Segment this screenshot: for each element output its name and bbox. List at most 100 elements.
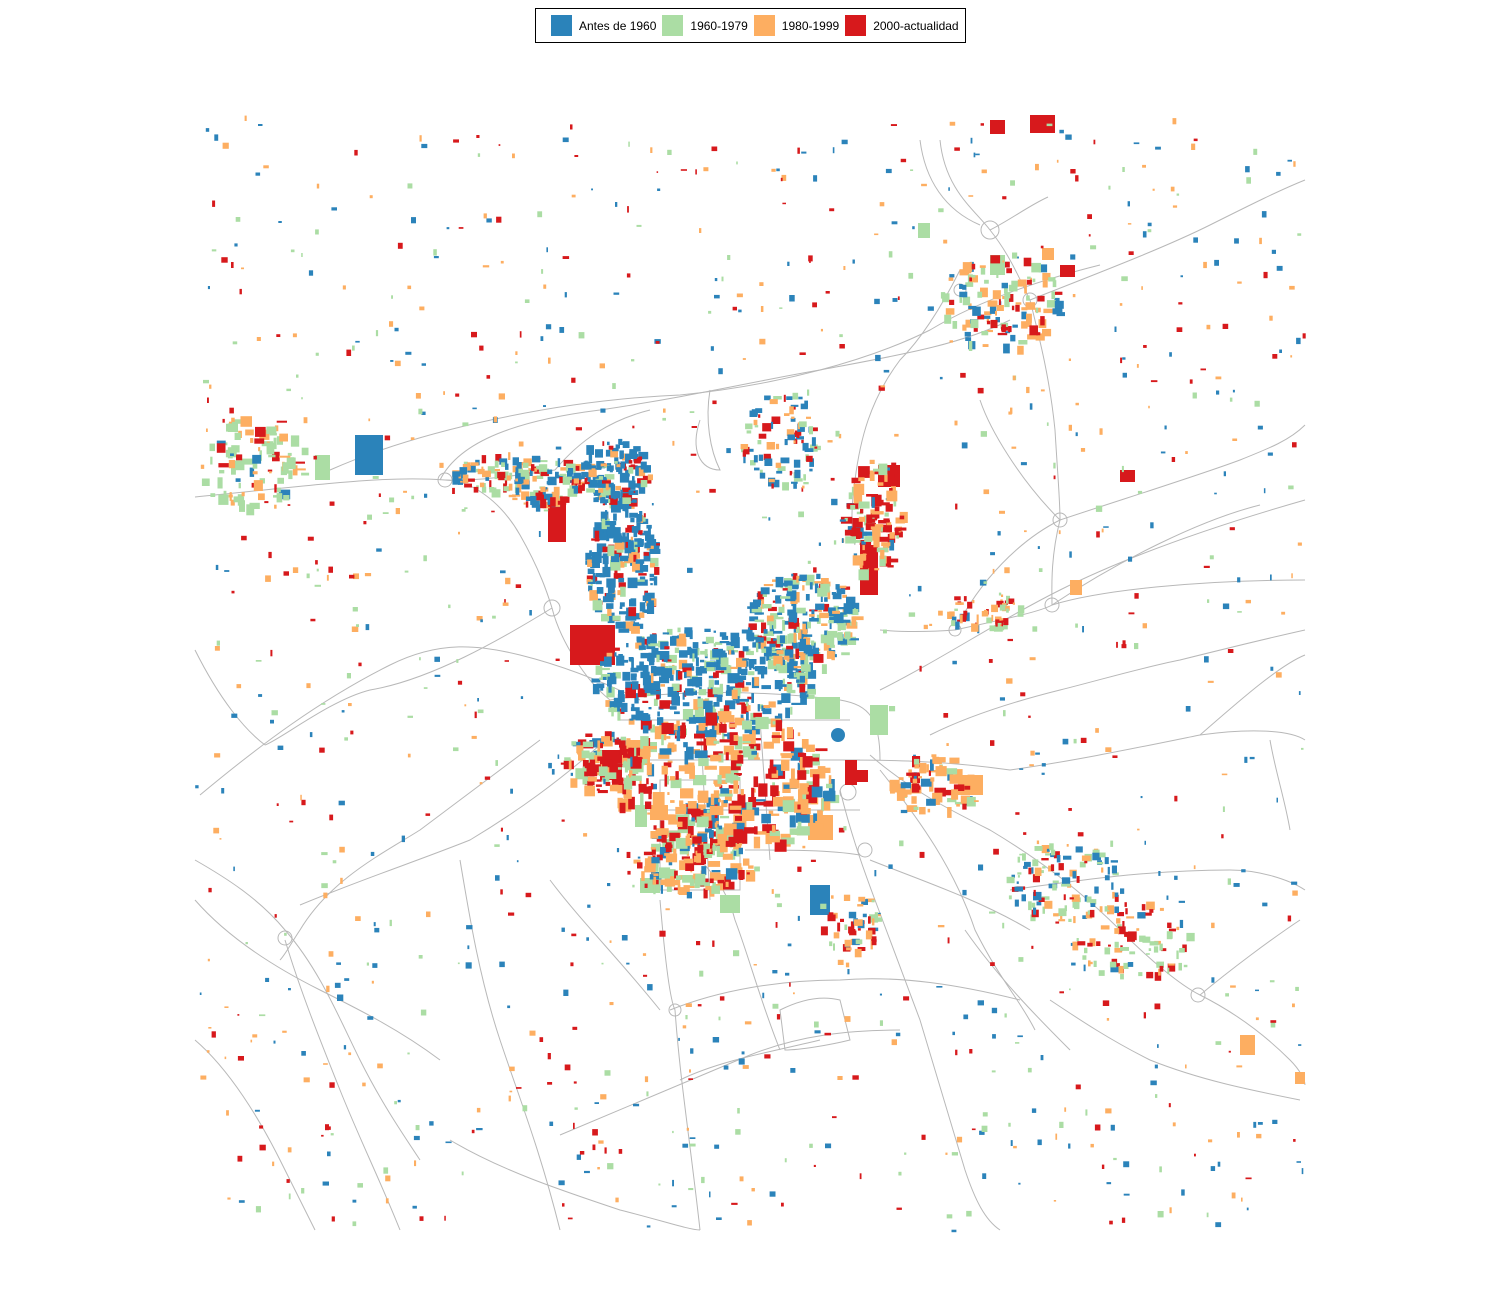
building-pre1960 (397, 1099, 401, 1103)
building-2000-present (857, 928, 861, 931)
building-pre1960 (516, 462, 522, 470)
building-2000-present (702, 755, 715, 758)
building-2000-present (592, 1144, 596, 1151)
building-1980-1999 (543, 284, 547, 289)
building-pre1960 (610, 527, 621, 538)
building-2000-present (307, 536, 314, 541)
building-pre1960 (619, 602, 625, 607)
building-1960-1979 (718, 1016, 721, 1021)
building-1980-1999 (1126, 916, 1135, 919)
building-pre1960 (1114, 906, 1119, 913)
building-pre1960 (619, 555, 629, 562)
building-2000-present (688, 1078, 693, 1080)
building-1980-1999 (258, 493, 265, 501)
building-1960-1979 (562, 476, 570, 485)
building-2000-present (719, 739, 733, 743)
building-1980-1999 (589, 590, 598, 601)
building-pre1960 (952, 660, 957, 665)
building-1980-1999 (279, 433, 288, 442)
building-1960-1979 (968, 341, 973, 351)
building-2000-present (268, 551, 272, 559)
building-pre1960 (668, 729, 680, 736)
building-2000-present (680, 169, 687, 171)
building-2000-present (690, 453, 697, 456)
building-1980-1999 (956, 1136, 963, 1143)
building-pre1960 (607, 441, 610, 446)
building-2000-present (221, 257, 228, 263)
building-pre1960 (642, 595, 652, 601)
building-1980-1999 (512, 153, 515, 159)
building-pre1960 (1083, 964, 1086, 972)
building-1960-1979 (844, 924, 848, 930)
building-1960-1979 (772, 721, 776, 725)
building-pre1960 (790, 747, 803, 761)
building-2000-present (471, 331, 477, 338)
building-1980-1999 (502, 602, 509, 606)
building-1980-1999 (1211, 922, 1215, 929)
building-1980-1999 (949, 121, 956, 126)
building-1980-1999 (730, 863, 742, 872)
building-2000-present (270, 649, 273, 657)
building-2000-present (1040, 316, 1045, 326)
building-pre1960 (606, 593, 613, 598)
building-pre1960 (948, 187, 950, 191)
building-2000-present (637, 546, 640, 553)
building-2000-present (765, 773, 772, 779)
building-1980-1999 (679, 860, 687, 871)
building-1980-1999 (799, 783, 809, 795)
building-pre1960 (587, 581, 596, 584)
building-2000-present (619, 745, 628, 755)
building-pre1960 (620, 461, 626, 469)
building-1980-1999 (214, 646, 220, 651)
building-1960-1979 (708, 679, 714, 688)
building-2000-present (255, 426, 266, 437)
building-2000-present (591, 538, 600, 541)
building-pre1960 (1103, 526, 1109, 528)
building-1980-1999 (512, 497, 518, 501)
building-1960-1979 (604, 772, 617, 779)
building-pre1960 (713, 694, 723, 697)
building-pre1960 (650, 691, 656, 695)
building-1960-1979 (870, 705, 888, 735)
building-2000-present (713, 751, 723, 757)
building-1960-1979 (1052, 880, 1059, 883)
building-pre1960 (604, 482, 614, 488)
building-1960-1979 (797, 674, 803, 679)
building-2000-present (655, 341, 660, 344)
building-pre1960 (606, 603, 614, 609)
building-2000-present (696, 941, 701, 946)
building-1980-1999 (801, 739, 809, 749)
building-1980-1999 (709, 848, 712, 853)
building-pre1960 (322, 1181, 329, 1186)
building-pre1960 (747, 630, 752, 638)
building-1980-1999 (641, 871, 645, 881)
building-1980-1999 (494, 469, 500, 472)
building-1960-1979 (669, 869, 676, 880)
building-pre1960 (900, 782, 911, 789)
building-pre1960 (711, 815, 719, 829)
building-1960-1979 (245, 942, 248, 945)
building-pre1960 (615, 444, 620, 449)
building-1980-1999 (1053, 1200, 1057, 1202)
building-2000-present (766, 641, 776, 644)
building-pre1960 (787, 662, 793, 673)
building-pre1960 (506, 835, 509, 841)
building-2000-present (753, 712, 762, 718)
building-pre1960 (682, 1143, 689, 1148)
building-2000-present (547, 1053, 551, 1060)
building-2000-present (586, 575, 598, 582)
building-1980-1999 (803, 676, 808, 685)
building-1980-1999 (852, 555, 864, 566)
building-2000-present (871, 936, 877, 946)
building-1980-1999 (1099, 428, 1103, 435)
building-1960-1979 (947, 798, 957, 803)
building-1980-1999 (605, 700, 611, 707)
building-1960-1979 (1090, 899, 1097, 905)
building-1960-1979 (820, 903, 827, 909)
road (1269, 739, 1291, 831)
building-pre1960 (625, 507, 629, 518)
building-pre1960 (518, 479, 524, 484)
building-2000-present (1168, 1103, 1171, 1108)
building-2000-present (1292, 442, 1297, 448)
building-pre1960 (514, 479, 523, 485)
